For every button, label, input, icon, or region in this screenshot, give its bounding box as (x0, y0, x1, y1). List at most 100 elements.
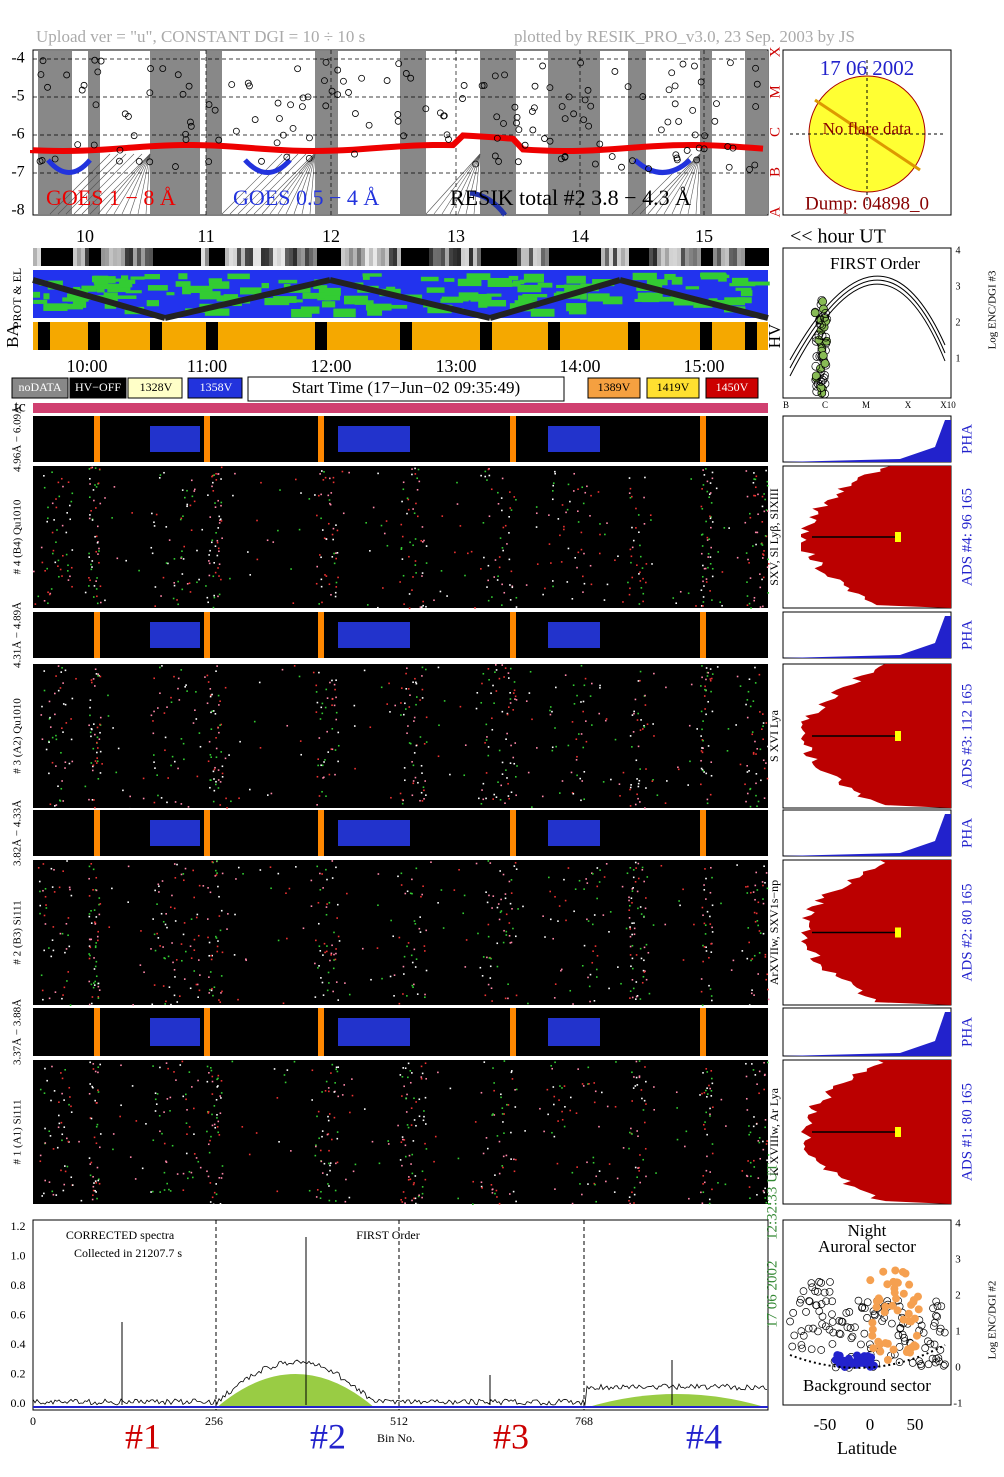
gray-strip (285, 248, 289, 266)
spectro-dot (333, 704, 336, 707)
spectro-dot (563, 528, 565, 531)
spectro-dot (328, 1090, 330, 1093)
resik-point (546, 84, 554, 92)
gray-strip (453, 248, 457, 266)
resik-point (570, 110, 578, 118)
spectro-dot (65, 722, 68, 724)
label: PROT & EL (10, 268, 24, 328)
spectro-dot (387, 1140, 390, 1142)
spectro-dot (211, 710, 214, 712)
spectro-dot (98, 547, 100, 550)
spectro-dot (701, 906, 704, 909)
spectro-dot (111, 517, 113, 519)
spectro-dot (709, 668, 712, 670)
resik-point (725, 163, 733, 171)
tc-bar (33, 403, 768, 413)
spectro-dot (88, 1092, 91, 1095)
gray-strip (261, 248, 265, 266)
spectro-dot (595, 1175, 598, 1178)
spectro-dot (767, 558, 769, 561)
prot-noise (125, 290, 142, 294)
spectro-dot (543, 1130, 545, 1133)
spectro-dot (482, 956, 485, 958)
spectro-dot (711, 999, 713, 1002)
spectro-dot (112, 1148, 114, 1151)
spectro-dot (370, 978, 372, 981)
spectro-dot (180, 669, 183, 671)
spectro-dot (320, 517, 322, 520)
first-order-point (812, 387, 822, 396)
spectro-dot (424, 996, 426, 999)
spectro-dot (329, 502, 331, 505)
gray-strip (681, 248, 685, 266)
spectro-dot (89, 1061, 91, 1064)
prot-noise (664, 273, 676, 280)
spectro-dot (638, 531, 640, 534)
spectro-dot (693, 923, 695, 926)
spectro-dot (212, 710, 215, 712)
spectro-dot (399, 1159, 402, 1161)
spectro-dot (510, 879, 513, 881)
spectro-dot (64, 951, 66, 954)
hour-label: 12 (322, 226, 340, 246)
spectro-dot (331, 704, 333, 707)
spectro-dot (247, 551, 249, 553)
spectro-dot (633, 922, 635, 924)
prot-noise (731, 277, 749, 285)
spectro-dot (755, 1123, 758, 1125)
spectro-dot (319, 872, 321, 875)
lat-orange (907, 1300, 916, 1309)
spectro-dot (353, 704, 356, 707)
spectro-dot (456, 503, 459, 505)
prot-noise (204, 308, 230, 316)
spectro-dot (567, 547, 570, 550)
prot-noise (115, 278, 126, 282)
resik-point (713, 100, 720, 108)
spectro-dot (166, 926, 168, 929)
spectro-dot (635, 998, 637, 1000)
spectro-dot (420, 539, 423, 542)
spectro-dot (256, 558, 259, 561)
spectro-dot (645, 1103, 647, 1105)
lat-point (786, 1317, 794, 1326)
label: Dump: 04898_0 (805, 193, 929, 214)
hatch (457, 153, 481, 215)
spectro-dot (746, 1109, 749, 1111)
prot-noise (365, 303, 392, 311)
spectro-dot (156, 903, 158, 905)
spectro-dot (97, 1089, 99, 1092)
spectro-dot (762, 898, 764, 900)
gray-strip (661, 248, 665, 266)
spectro-dot (571, 792, 574, 794)
spectro-dot (464, 966, 467, 968)
spectro-dot (216, 950, 219, 953)
resik-point (689, 106, 697, 114)
spectro-dot (96, 541, 99, 544)
spectro-dot (331, 679, 333, 682)
prot-noise (457, 278, 482, 287)
spectro-dot (94, 1189, 96, 1192)
spectro-dot (219, 1001, 222, 1003)
spectro-dot (403, 767, 406, 769)
gray-strip (293, 248, 297, 266)
resik-point (279, 131, 287, 139)
spectro-dot (745, 886, 747, 888)
gray-strip (473, 248, 477, 266)
spectro-dot (682, 959, 685, 961)
spectro-dot (717, 551, 719, 553)
gray-strip (445, 248, 449, 266)
spectro-dot (380, 524, 383, 527)
spectro-dot (40, 546, 43, 549)
lat-point (809, 1324, 817, 1333)
spectro-dot (606, 522, 608, 524)
spectro-dot (164, 1003, 167, 1005)
spectro-dot (66, 1165, 69, 1168)
spectro-dot (728, 527, 730, 529)
prot-noise (426, 287, 445, 293)
spectro-dot (605, 1180, 607, 1183)
spectro-dot (314, 494, 316, 496)
gray-strip (649, 248, 653, 266)
spectro-dot (242, 872, 244, 875)
spectro-dot (541, 795, 544, 798)
spectro-dot (628, 899, 630, 902)
